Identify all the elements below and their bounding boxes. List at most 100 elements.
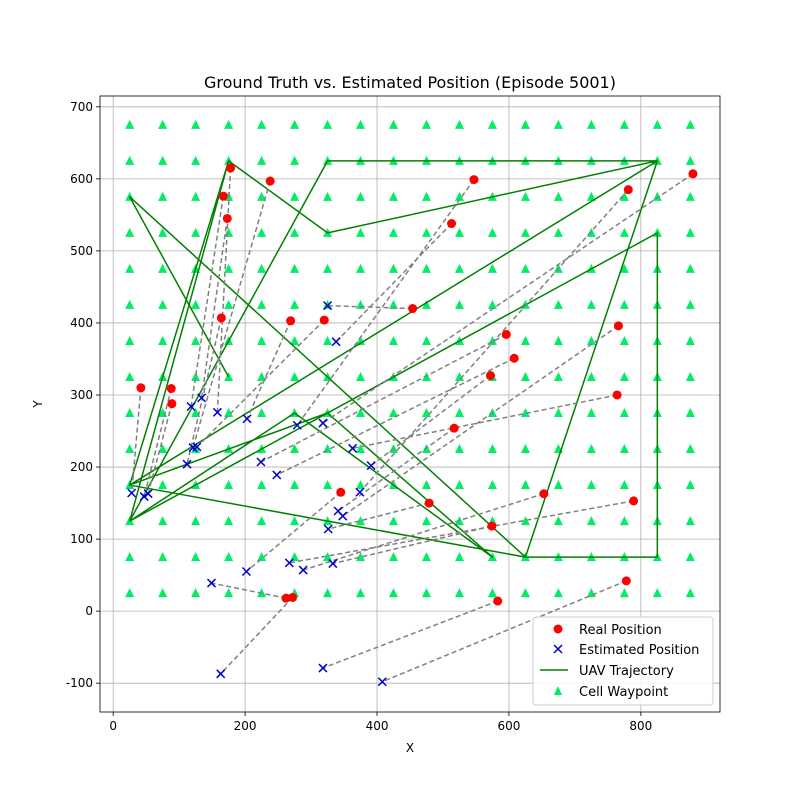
cell-waypoint xyxy=(290,444,300,454)
cell-waypoint xyxy=(191,588,201,598)
cell-waypoint xyxy=(191,119,201,129)
estimated-cross-stroke xyxy=(242,414,252,424)
cell-waypoint xyxy=(454,263,464,273)
legend-waypoint-marker xyxy=(554,686,562,695)
error-link xyxy=(220,596,294,675)
cell-waypoint xyxy=(487,480,497,490)
estimated-position-marker xyxy=(366,461,376,471)
x-tick-label: 0 xyxy=(109,719,117,733)
cell-waypoint xyxy=(619,119,629,129)
cell-waypoint xyxy=(586,516,596,526)
cell-waypoint xyxy=(619,191,629,201)
error-link xyxy=(327,304,413,310)
estimated-position-marker xyxy=(192,442,202,452)
estimated-cross-stroke xyxy=(272,470,282,480)
estimated-position-marker xyxy=(292,420,302,430)
cell-waypoint xyxy=(224,552,234,562)
real-position-marker xyxy=(167,399,177,409)
real-position-marker xyxy=(469,175,479,185)
cell-waypoint xyxy=(125,155,135,165)
real-position-marker xyxy=(485,371,495,381)
cell-waypoint xyxy=(685,227,695,237)
cell-waypoint xyxy=(356,335,366,345)
legend-estimated-marker xyxy=(553,644,563,654)
cell-waypoint xyxy=(323,119,333,129)
x-tick-label: 400 xyxy=(366,719,389,733)
cell-waypoint xyxy=(487,263,497,273)
cell-waypoint xyxy=(158,191,168,201)
estimated-cross-stroke xyxy=(192,442,202,452)
cell-waypoint xyxy=(553,371,563,381)
y-tick-label: 0 xyxy=(85,604,93,618)
grid xyxy=(100,96,720,712)
cell-waypoint xyxy=(191,552,201,562)
cell-waypoint xyxy=(257,227,267,237)
error-link xyxy=(352,394,618,450)
cell-waypoint xyxy=(158,227,168,237)
cell-waypoint xyxy=(125,552,135,562)
cell-waypoint xyxy=(619,408,629,418)
plot-area xyxy=(100,96,720,712)
cell-waypoint xyxy=(323,480,333,490)
real-position-marker xyxy=(281,593,291,603)
real-position-marker xyxy=(136,383,146,393)
cell-waypoint xyxy=(224,516,234,526)
cell-waypoint xyxy=(158,444,168,454)
cell-waypoint xyxy=(356,516,366,526)
cell-waypoint xyxy=(619,444,629,454)
estimated-cross-stroke xyxy=(256,457,266,467)
cell-waypoint xyxy=(158,263,168,273)
cell-waypoint xyxy=(421,552,431,562)
cell-waypoint xyxy=(685,552,695,562)
real-position-marker xyxy=(166,384,176,394)
cell-waypoint xyxy=(158,119,168,129)
cell-waypoint xyxy=(421,299,431,309)
cell-waypoint xyxy=(191,516,201,526)
cell-waypoint xyxy=(389,263,399,273)
real-position-marker xyxy=(623,185,633,195)
cell-waypoint xyxy=(125,588,135,598)
error-link xyxy=(332,525,492,565)
estimated-cross-stroke xyxy=(355,487,365,497)
cell-waypoint xyxy=(158,155,168,165)
estimated-cross-stroke xyxy=(197,393,207,403)
cell-waypoint xyxy=(257,516,267,526)
estimated-cross-stroke xyxy=(139,492,149,502)
estimated-position-marker xyxy=(328,559,338,569)
estimated-cross-stroke xyxy=(292,420,302,430)
cell-waypoint xyxy=(421,191,431,201)
cell-waypoint xyxy=(125,408,135,418)
cell-waypoint xyxy=(520,371,530,381)
y-tick-label: -100 xyxy=(66,676,93,690)
estimated-position-marker xyxy=(318,663,328,673)
cell-waypoint xyxy=(389,335,399,345)
cell-waypoint xyxy=(290,155,300,165)
cell-waypoint xyxy=(487,119,497,129)
estimated-position-marker xyxy=(331,337,341,347)
cell-waypoint xyxy=(586,335,596,345)
error-link xyxy=(302,492,545,571)
estimated-position-marker xyxy=(333,506,343,516)
cell-waypoint xyxy=(158,588,168,598)
real-position-marker xyxy=(222,213,232,223)
cell-waypoint xyxy=(290,227,300,237)
cell-waypoint xyxy=(421,227,431,237)
cell-waypoint xyxy=(389,227,399,237)
cell-waypoint xyxy=(454,371,464,381)
cell-waypoint xyxy=(389,299,399,309)
cell-waypoint xyxy=(685,335,695,345)
cell-waypoint xyxy=(191,227,201,237)
cell-waypoint xyxy=(487,588,497,598)
cell-waypoint xyxy=(356,191,366,201)
axis-ticks: 0 200 400 600 800 -100 0 100 200 300 400 500 600 700 xyxy=(66,100,653,733)
cell-waypoint xyxy=(356,227,366,237)
cell-waypoint xyxy=(191,155,201,165)
y-tick-label: 500 xyxy=(70,244,93,258)
cell-waypoint xyxy=(224,408,234,418)
real-position-marker xyxy=(509,353,519,363)
error-link xyxy=(186,317,223,465)
real-position-marker xyxy=(424,498,434,508)
cell-waypoint xyxy=(323,263,333,273)
error-link xyxy=(359,189,629,493)
estimated-cross-stroke xyxy=(331,337,341,347)
